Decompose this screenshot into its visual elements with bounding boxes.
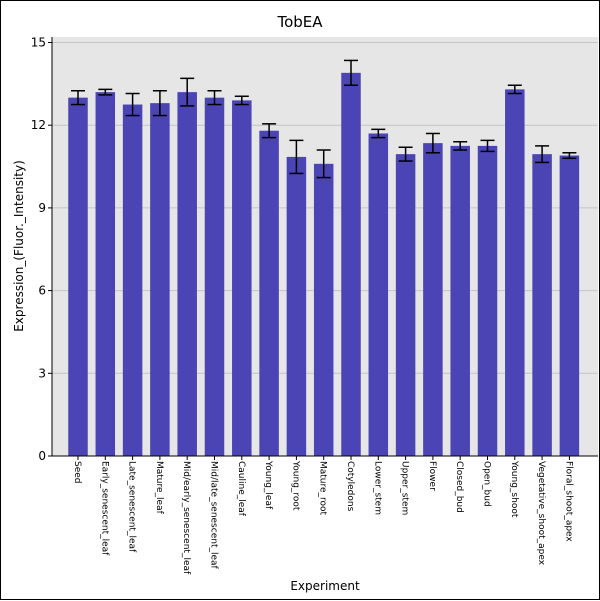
y-tick-label-5: 15 [31, 36, 46, 50]
bar-5 [204, 97, 225, 456]
y-tick-label-0: 0 [38, 449, 46, 463]
y-tick-label-3: 9 [38, 201, 46, 215]
x-tick-label-18: Floral_shoot_apex [563, 461, 573, 542]
x-tick-label-12: Upper_stem [400, 461, 410, 515]
bar-4 [177, 92, 197, 456]
bar-3 [150, 103, 170, 456]
bar-9 [313, 163, 334, 457]
x-tick-label-3: Mature_leaf [154, 461, 164, 515]
bar-18 [559, 155, 580, 456]
x-tick-label-9: Mature_root [318, 461, 328, 516]
bar-0 [68, 97, 88, 456]
bars [68, 72, 580, 457]
x-tick-label-8: Young_root [290, 460, 300, 511]
x-tick-label-10: Cotyledons [345, 461, 355, 512]
x-tick-label-7: Young_leaf [263, 460, 273, 510]
bar-11 [368, 133, 389, 456]
y-tick-label-2: 6 [38, 284, 46, 298]
bar-16 [505, 89, 525, 456]
bar-1 [95, 92, 116, 456]
x-tick-label-6: Cauline_leaf [236, 461, 246, 517]
x-tick-label-4: Mid/early_senescent_leaf [181, 461, 191, 575]
bar-10 [341, 72, 361, 457]
bar-12 [395, 154, 416, 456]
x-axis-label: Experiment [290, 579, 360, 593]
chart-title: TobEA [276, 13, 323, 31]
x-tick-label-14: Closed_bud [454, 461, 464, 513]
x-tick-label-0: Seed [72, 461, 82, 484]
x-tick-label-15: Open_bud [482, 461, 492, 507]
bar-14 [450, 145, 470, 456]
y-tick-label-1: 3 [38, 366, 46, 380]
y-axis-label: Expression_(Fluor._Intensity) [12, 160, 26, 332]
bar-17 [532, 154, 552, 456]
y-tick-label-4: 12 [31, 118, 46, 132]
bar-15 [477, 145, 498, 456]
x-tick-label-5: Mid/late_senescent_leaf [209, 461, 219, 570]
bar-2 [122, 104, 143, 456]
axes: 0 3 6 9 12 15 Seed Early_senescent_leaf Late_sen… [31, 36, 598, 575]
x-tick-label-1: Early_senescent_leaf [99, 461, 109, 556]
x-tick-label-11: Lower_stem [372, 461, 382, 515]
bar-13 [423, 143, 443, 456]
bar-8 [286, 156, 307, 456]
bar-7 [259, 130, 279, 456]
x-tick-label-17: Vegetative_shoot_apex [536, 461, 546, 566]
bar-6 [232, 100, 252, 457]
x-tick-label-16: Young_shoot [509, 460, 519, 518]
x-tick-label-13: Flower [427, 461, 437, 491]
error-bars [71, 59, 577, 179]
x-tick-label-2: Late_senescent_leaf [127, 461, 137, 553]
